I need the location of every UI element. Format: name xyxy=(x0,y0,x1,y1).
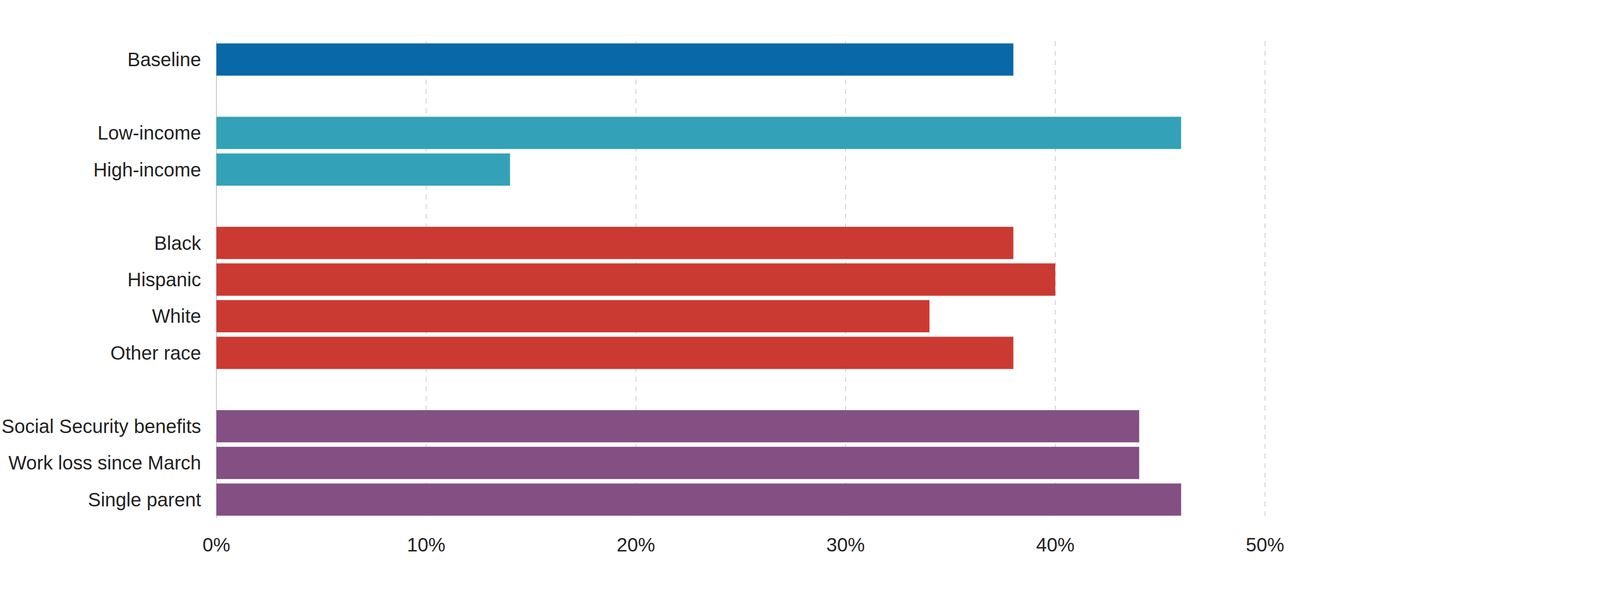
svg-text:40%: 40% xyxy=(1036,534,1075,556)
svg-text:High-income: High-income xyxy=(93,159,202,181)
svg-text:10%: 10% xyxy=(406,534,446,556)
svg-text:50%: 50% xyxy=(1245,534,1285,556)
svg-text:Hispanic: Hispanic xyxy=(127,269,202,291)
svg-text:Single parent: Single parent xyxy=(87,489,202,511)
svg-text:20%: 20% xyxy=(616,534,656,556)
svg-text:Black: Black xyxy=(154,232,202,254)
svg-text:White: White xyxy=(152,305,202,327)
svg-text:Low-income: Low-income xyxy=(97,122,202,144)
svg-text:Work loss since March: Work loss since March xyxy=(8,452,202,474)
svg-text:Other race: Other race xyxy=(110,342,202,364)
svg-text:30%: 30% xyxy=(826,534,865,556)
svg-text:Social Security benefits: Social Security benefits xyxy=(1,416,202,438)
svg-text:0%: 0% xyxy=(202,534,231,556)
svg-text:Baseline: Baseline xyxy=(127,48,202,71)
